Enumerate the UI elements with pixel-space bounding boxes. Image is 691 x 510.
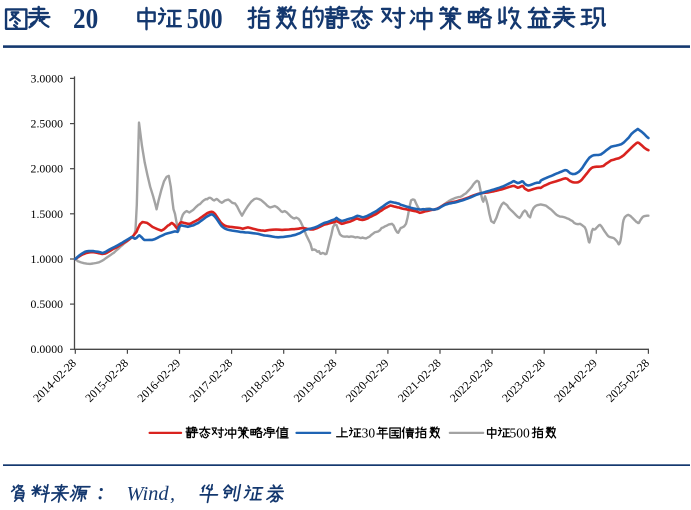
svg-text:30: 30 — [362, 426, 376, 441]
svg-text:2014-02-28: 2014-02-28 — [30, 356, 79, 405]
svg-text:2016-02-29: 2016-02-29 — [134, 356, 183, 405]
svg-text:2020-02-29: 2020-02-29 — [343, 356, 392, 405]
svg-text:1.5000: 1.5000 — [31, 207, 64, 221]
svg-text:20: 20 — [73, 4, 98, 35]
svg-text:1.0000: 1.0000 — [31, 252, 64, 266]
svg-text:3.0000: 3.0000 — [31, 71, 64, 85]
svg-text:2017-02-28: 2017-02-28 — [186, 356, 235, 405]
svg-text:500: 500 — [187, 4, 223, 35]
svg-text:2018-02-28: 2018-02-28 — [238, 356, 287, 405]
svg-text:0.0000: 0.0000 — [31, 342, 64, 356]
svg-text:2.0000: 2.0000 — [31, 162, 64, 176]
svg-text:Wind: Wind — [127, 483, 170, 505]
svg-text:0.5000: 0.5000 — [31, 297, 64, 311]
svg-text:2022-02-28: 2022-02-28 — [447, 356, 496, 405]
svg-text:,: , — [170, 483, 175, 505]
svg-text:2021-02-28: 2021-02-28 — [395, 356, 444, 405]
svg-text:2025-02-28: 2025-02-28 — [603, 356, 652, 405]
svg-text:2024-02-29: 2024-02-29 — [551, 356, 600, 405]
svg-text:2019-02-28: 2019-02-28 — [291, 356, 340, 405]
svg-text:2023-02-28: 2023-02-28 — [499, 356, 548, 405]
svg-text:2015-02-28: 2015-02-28 — [82, 356, 131, 405]
svg-text:500: 500 — [510, 426, 531, 441]
svg-text:2.5000: 2.5000 — [31, 117, 64, 131]
